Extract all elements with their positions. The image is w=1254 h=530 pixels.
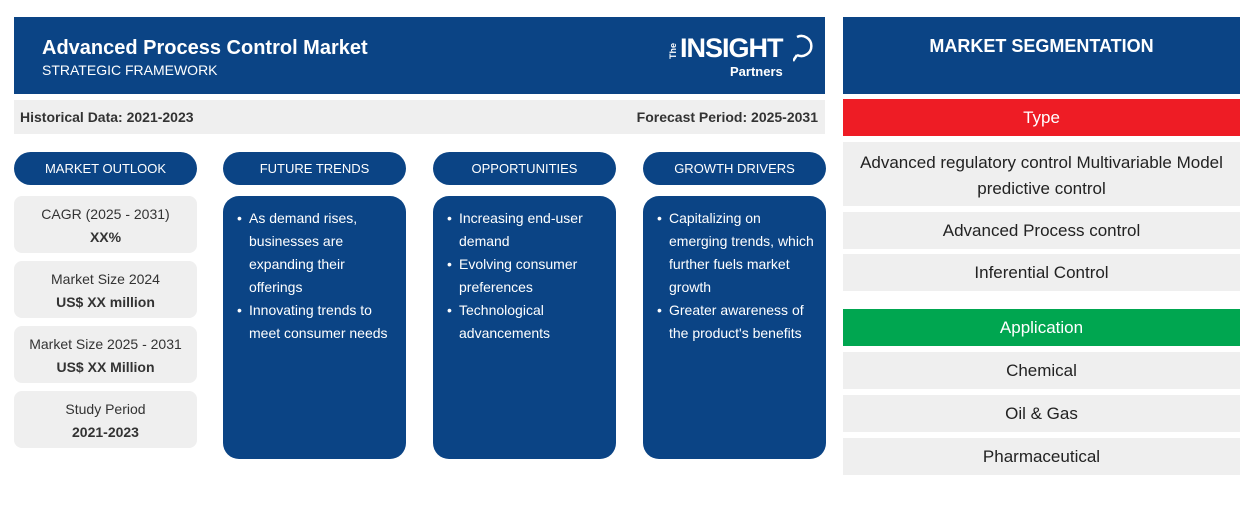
segmentation-header: MARKET SEGMENTATION [843, 17, 1240, 94]
logo-arc-icon [793, 34, 813, 62]
future-trends-list: As demand rises, businesses are expandin… [237, 207, 398, 345]
stat-value: US$ XX Million [56, 359, 155, 375]
stat-value: XX% [89, 229, 122, 245]
stat-market-size-forecast: Market Size 2025 - 2031 US$ XX Million [14, 326, 197, 383]
growth-drivers-pill: GROWTH DRIVERS [643, 152, 826, 185]
list-item: As demand rises, businesses are expandin… [237, 207, 398, 299]
stat-label: Market Size 2025 - 2031 [29, 336, 182, 352]
future-trends-card: As demand rises, businesses are expandin… [223, 196, 406, 459]
page-title: Advanced Process Control Market [42, 37, 368, 59]
logo-the-text: The [668, 42, 678, 59]
stat-label: CAGR (2025 - 2031) [41, 206, 170, 222]
insight-partners-logo: The INSIGHT Partners [666, 33, 816, 85]
opportunities-card: Increasing end-user demand Evolving cons… [433, 196, 616, 459]
opportunities-pill: OPPORTUNITIES [433, 152, 616, 185]
future-trends-pill: FUTURE TRENDS [223, 152, 406, 185]
logo-partners-text: Partners [730, 64, 783, 79]
stat-value: US$ XX million [56, 294, 155, 310]
segment-item: Advanced regulatory control Multivariabl… [843, 142, 1240, 206]
stat-market-size-2024: Market Size 2024 US$ XX million [14, 261, 197, 318]
growth-drivers-list: Capitalizing on emerging trends, which f… [657, 207, 818, 345]
segment-type-title: Type [843, 99, 1240, 136]
segment-item: Oil & Gas [843, 395, 1240, 432]
stat-value: 2021-2023 [72, 424, 139, 440]
list-item: Capitalizing on emerging trends, which f… [657, 207, 818, 299]
stat-label: Study Period [65, 401, 146, 417]
logo-insight-text: INSIGHT [680, 33, 784, 63]
segment-item: Advanced Process control [843, 212, 1240, 249]
list-item: Increasing end-user demand [447, 207, 608, 253]
historical-data: Historical Data: 2021-2023 [20, 109, 194, 125]
segment-item: Pharmaceutical [843, 438, 1240, 475]
segment-application-title: Application [843, 309, 1240, 346]
page-subtitle: STRATEGIC FRAMEWORK [42, 62, 218, 78]
segment-item: Inferential Control [843, 254, 1240, 291]
list-item: Technological advancements [447, 299, 608, 345]
stat-label: Market Size 2024 [51, 271, 160, 287]
opportunities-list: Increasing end-user demand Evolving cons… [447, 207, 608, 345]
list-item: Greater awareness of the product's benef… [657, 299, 818, 345]
header-banner: Advanced Process Control Market STRATEGI… [14, 17, 825, 94]
segment-item: Chemical [843, 352, 1240, 389]
period-bar: Historical Data: 2021-2023 Forecast Peri… [14, 100, 825, 134]
list-item: Evolving consumer preferences [447, 253, 608, 299]
list-item: Innovating trends to meet consumer needs [237, 299, 398, 345]
forecast-period: Forecast Period: 2025-2031 [636, 109, 818, 125]
stat-cagr: CAGR (2025 - 2031) XX% [14, 196, 197, 253]
stat-study-period: Study Period 2021-2023 [14, 391, 197, 448]
growth-drivers-card: Capitalizing on emerging trends, which f… [643, 196, 826, 459]
market-outlook-pill: MARKET OUTLOOK [14, 152, 197, 185]
